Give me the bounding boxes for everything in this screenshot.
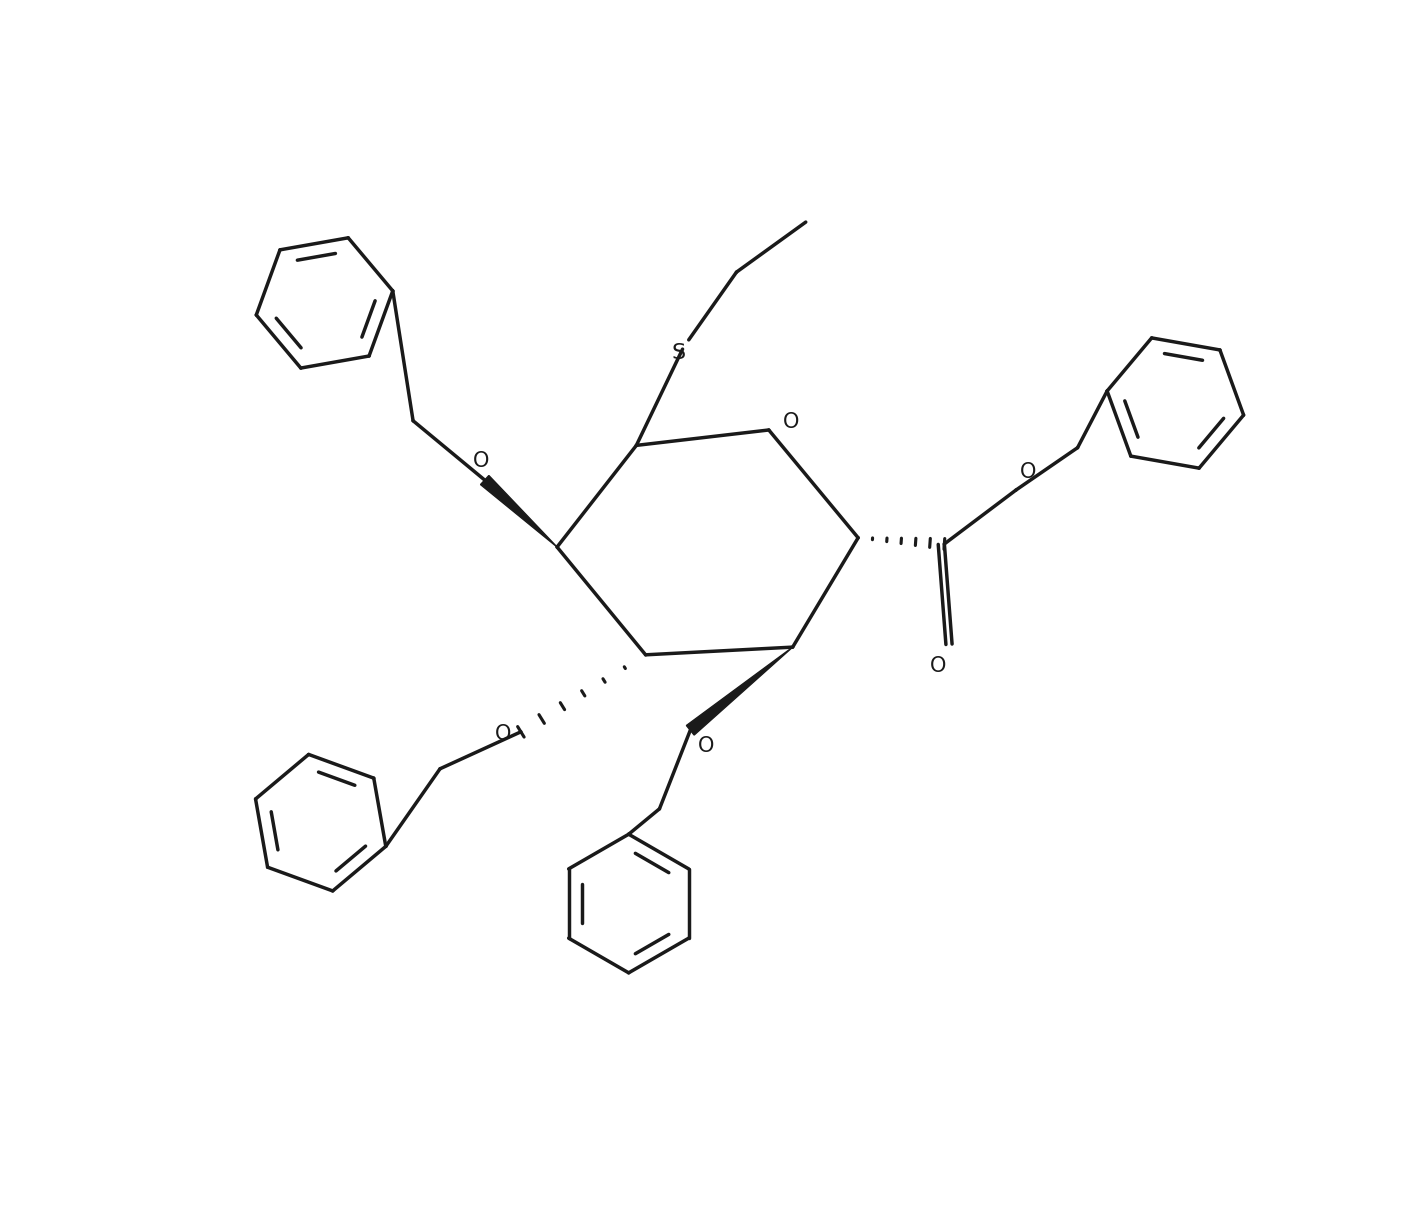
Polygon shape (687, 647, 793, 735)
Text: O: O (473, 451, 488, 470)
Text: O: O (1020, 462, 1037, 482)
Text: O: O (496, 724, 511, 744)
Text: S: S (671, 343, 685, 363)
Text: O: O (783, 412, 800, 433)
Polygon shape (480, 475, 557, 546)
Text: O: O (930, 655, 947, 676)
Text: O: O (698, 736, 714, 757)
